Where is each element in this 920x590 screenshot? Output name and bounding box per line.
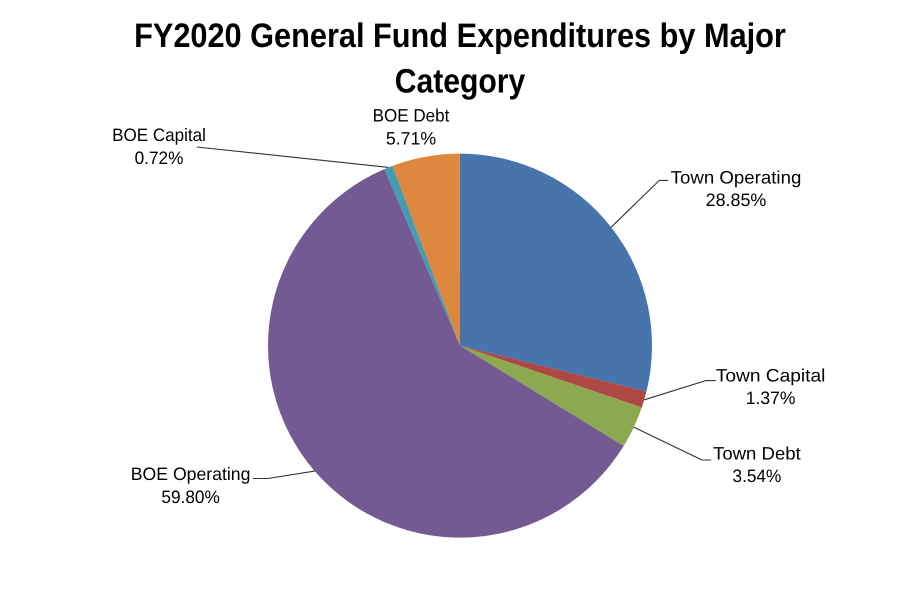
svg-text:Town Capital: Town Capital (716, 365, 826, 385)
svg-text:59.80%: 59.80% (161, 487, 219, 507)
svg-text:0.72%: 0.72% (135, 148, 184, 168)
svg-text:Town Operating: Town Operating (671, 167, 802, 187)
svg-text:BOE Debt: BOE Debt (373, 106, 450, 126)
svg-text:28.85%: 28.85% (706, 190, 767, 210)
svg-text:BOE Operating: BOE Operating (131, 464, 251, 484)
svg-text:3.54%: 3.54% (733, 466, 782, 486)
svg-text:Category: Category (395, 62, 526, 100)
svg-text:1.37%: 1.37% (746, 388, 796, 408)
svg-text:Town Debt: Town Debt (713, 444, 801, 464)
svg-text:5.71%: 5.71% (386, 129, 436, 149)
svg-text:BOE Capital: BOE Capital (112, 125, 206, 145)
svg-text:FY2020 General Fund Expenditur: FY2020 General Fund Expenditures by Majo… (134, 17, 786, 55)
